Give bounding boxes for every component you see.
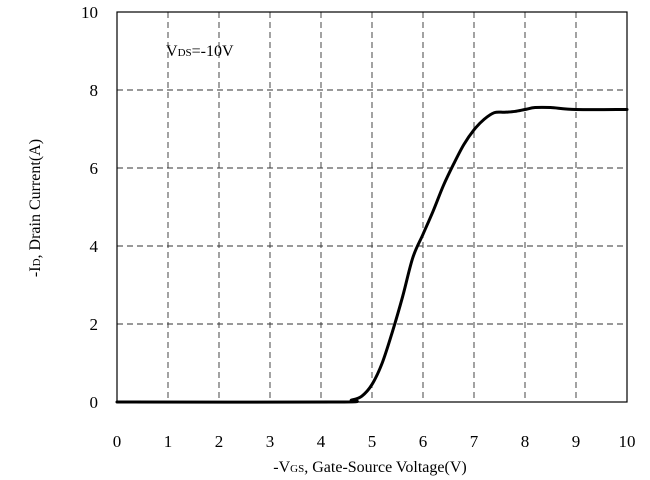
grid-lines: [117, 12, 627, 402]
x-axis-title-suffix: , Gate-Source Voltage(V): [304, 459, 466, 476]
y-tick-label: 6: [90, 159, 99, 178]
x-tick-label: 4: [317, 432, 326, 451]
series-line: [115, 105, 629, 404]
x-tick-labels: 0 1 2 3 4 5 6 7 8 9 10: [113, 432, 636, 451]
x-tick-label: 3: [266, 432, 275, 451]
x-tick-label: 6: [419, 432, 428, 451]
y-axis-title-suffix: , Drain Current(A): [27, 139, 44, 259]
y-axis-title-prefix: -I: [27, 266, 44, 277]
y-tick-label: 0: [90, 393, 99, 412]
y-tick-label: 10: [81, 3, 98, 22]
y-tick-labels: 0 2 4 6 8 10: [81, 3, 99, 412]
y-axis-title: -ID, Drain Current(A): [27, 139, 44, 277]
x-tick-label: 2: [215, 432, 224, 451]
x-tick-label: 1: [164, 432, 173, 451]
annotation-suffix: =-10V: [192, 43, 234, 60]
x-tick-label: 0: [113, 432, 122, 451]
annotation-subscript: DS: [178, 47, 192, 59]
x-tick-label: 7: [470, 432, 479, 451]
x-axis-title-prefix: -V: [273, 459, 290, 476]
vds-annotation: VDS=-10V: [166, 43, 234, 60]
x-axis-title-subscript: GS: [290, 463, 304, 475]
annotation-prefix: V: [166, 43, 178, 60]
y-axis-title-subscript: D: [31, 258, 43, 266]
y-tick-label: 8: [90, 81, 99, 100]
y-tick-label: 4: [90, 237, 99, 256]
x-tick-label: 10: [619, 432, 636, 451]
y-tick-label: 2: [90, 315, 99, 334]
x-tick-label: 8: [521, 432, 530, 451]
x-tick-label: 5: [368, 432, 377, 451]
series-layer: [115, 105, 629, 404]
x-axis-title: -VGS, Gate-Source Voltage(V): [273, 459, 466, 476]
x-tick-label: 9: [572, 432, 581, 451]
plot-frame: [116, 11, 628, 403]
